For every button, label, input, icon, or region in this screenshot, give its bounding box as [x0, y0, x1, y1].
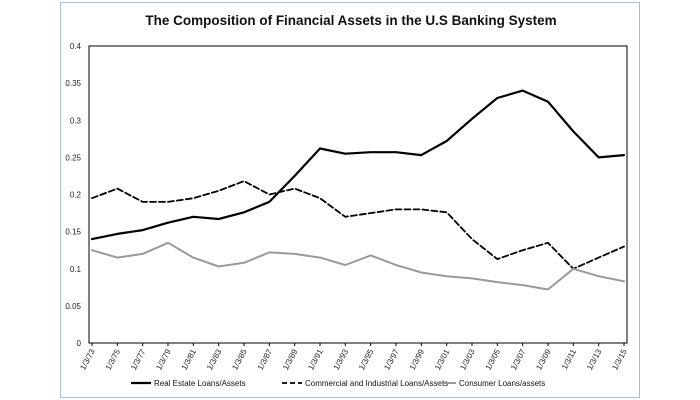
x-tick-label: 1/3/83 [205, 347, 224, 371]
x-tick-label: 1/3/03 [458, 347, 477, 371]
y-tick-label: 0.4 [70, 42, 82, 51]
y-tick-label: 0.1 [70, 265, 82, 274]
legend-label: Commercial and Industrial Loans/Assets [305, 379, 448, 388]
y-tick-label: 0.05 [65, 302, 81, 311]
x-tick-label: 1/3/77 [129, 347, 148, 371]
y-tick-label: 0 [77, 339, 82, 348]
legend-label: Real Estate Loans/Assets [154, 379, 246, 388]
y-tick-label: 0.25 [65, 153, 81, 162]
x-tick-label: 1/3/85 [230, 347, 249, 371]
y-tick-label: 0.3 [70, 116, 82, 125]
y-axis: 0 0.05 0.1 0.15 0.2 0.25 0.3 0.35 0.4 [65, 42, 81, 348]
x-tick-label: 1/3/05 [484, 347, 503, 371]
x-tick-label: 1/3/81 [180, 347, 199, 371]
plot-area [88, 45, 628, 344]
series-line-2 [91, 180, 625, 270]
series-layer [90, 89, 626, 291]
x-tick-label: 1/3/09 [534, 347, 553, 371]
chart-frame: The Composition of Financial Assets in t… [60, 2, 640, 398]
x-tick-label: 1/3/79 [154, 347, 173, 371]
x-tick-label: 1/3/95 [357, 347, 376, 371]
series-line-3 [91, 241, 625, 291]
x-tick-label: 1/3/15 [610, 347, 629, 371]
y-tick-label: 0.35 [65, 79, 81, 88]
x-tick-label: 1/3/99 [408, 347, 427, 371]
series-line-1 [90, 89, 626, 241]
line-chart: The Composition of Financial Assets in t… [65, 13, 629, 388]
x-tick-label: 1/3/97 [382, 347, 401, 371]
chart-title: The Composition of Financial Assets in t… [145, 13, 556, 28]
x-axis: 1/3/73 1/3/75 1/3/77 1/3/79 1/3/81 1/3/83 1/3/… [78, 343, 629, 372]
x-tick-label: 1/3/01 [433, 347, 452, 371]
x-tick-label: 1/3/11 [560, 347, 578, 371]
y-tick-label: 0.15 [65, 228, 81, 237]
x-tick-label: 1/3/87 [256, 347, 275, 371]
x-tick-label: 1/3/13 [585, 347, 604, 371]
x-tick-label: 1/3/89 [281, 347, 300, 371]
x-tick-label: 1/3/75 [104, 347, 123, 371]
x-tick-label: 1/3/07 [509, 347, 528, 371]
legend: Real Estate Loans/Assets Commercial and I… [131, 379, 545, 388]
y-tick-label: 0.2 [70, 191, 82, 200]
x-tick-label: 1/3/93 [332, 347, 351, 371]
legend-label: Consumer Loans/assets [459, 379, 545, 388]
x-tick-label: 1/3/73 [78, 347, 97, 371]
x-tick-label: 1/3/91 [306, 347, 325, 371]
